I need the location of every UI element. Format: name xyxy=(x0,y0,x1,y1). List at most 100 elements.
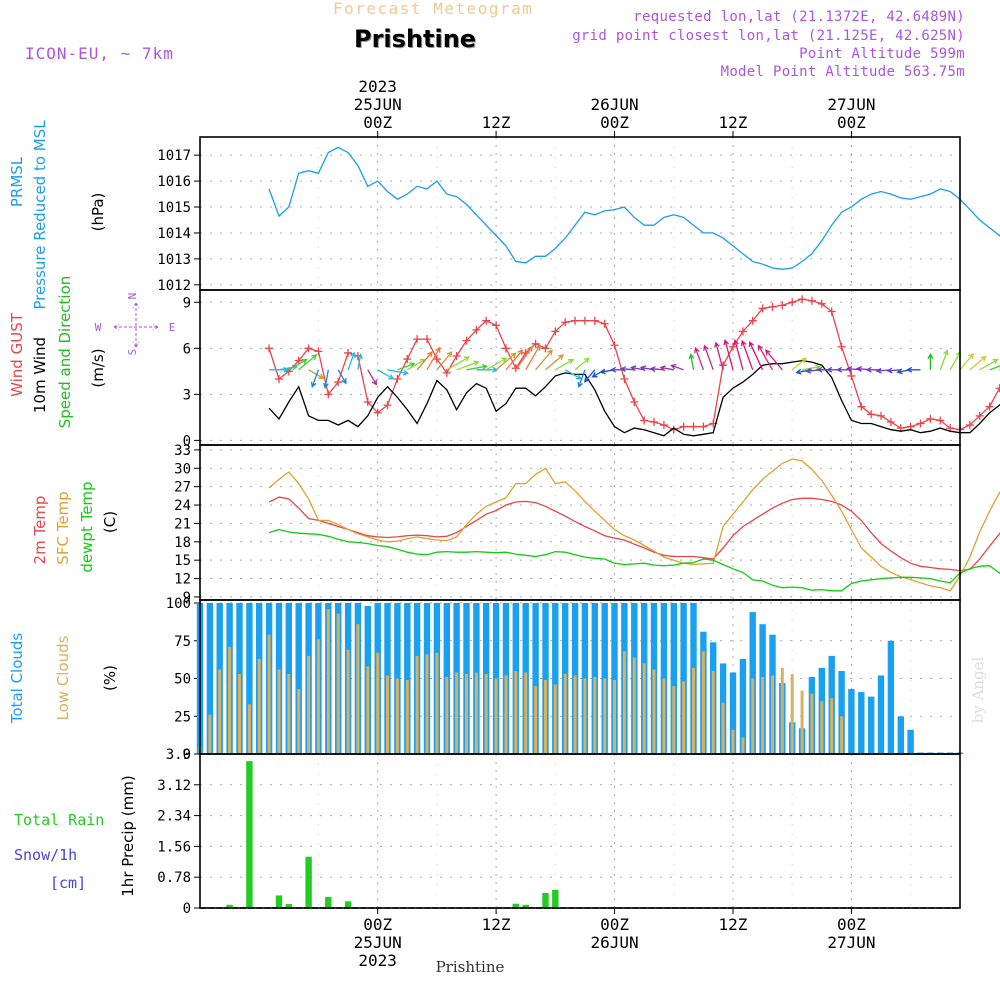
series-sfc-temp xyxy=(268,458,1000,592)
bar-total-rain xyxy=(285,904,292,908)
bar-low-clouds xyxy=(613,680,616,754)
wind-arrow xyxy=(740,339,754,371)
temp-2m-title: 2m Temp xyxy=(31,496,49,565)
series-10m-wind xyxy=(268,359,1000,437)
bar-low-clouds xyxy=(632,657,636,754)
bar-total-clouds xyxy=(542,603,549,754)
wind-arrow xyxy=(949,350,962,371)
wind-arrow xyxy=(801,364,822,371)
bottom-tick-label: 12Z xyxy=(482,915,511,934)
wind-arrow xyxy=(308,369,325,379)
bar-low-clouds xyxy=(761,677,765,754)
bar-total-clouds xyxy=(877,675,885,754)
series-2m-temp xyxy=(268,496,1000,572)
gust-marker xyxy=(620,375,629,384)
bar-total-clouds xyxy=(838,671,845,754)
snow-unit-legend: [cm] xyxy=(50,874,86,892)
bar-low-clouds xyxy=(524,672,528,754)
wind-unit: (m/s) xyxy=(89,348,107,387)
y-tick-label: 12 xyxy=(174,572,191,588)
bar-low-clouds xyxy=(593,677,597,754)
wind-arrow xyxy=(723,338,734,370)
temp-unit: (C) xyxy=(101,511,119,533)
wind-arrow xyxy=(619,366,635,372)
bottom-tick-label: 2023 xyxy=(358,951,397,970)
bar-total-rain xyxy=(512,903,519,908)
wind-arrow xyxy=(426,346,441,371)
bar-low-clouds xyxy=(622,651,626,754)
bar-total-clouds xyxy=(858,692,865,754)
wind-arrow xyxy=(485,357,508,371)
pressure-title-long: Pressure Reduced to MSL xyxy=(31,120,49,310)
y-tick-label: 75 xyxy=(174,634,191,650)
panel-wind: 0 3 6 9 xyxy=(183,289,1000,449)
bottom-tick-label: 00Z xyxy=(363,915,392,934)
wind-arrow xyxy=(989,365,1000,371)
footer-station: Prishtine xyxy=(436,958,505,976)
gust-marker xyxy=(344,348,353,357)
bar-low-clouds xyxy=(494,678,498,754)
bar-total-rain xyxy=(522,904,529,908)
bar-low-clouds xyxy=(326,609,330,754)
gust-marker xyxy=(482,316,491,325)
wind-arrow xyxy=(377,369,395,380)
gust-marker xyxy=(393,375,402,384)
bar-total-clouds xyxy=(868,696,875,754)
bar-total-clouds xyxy=(611,603,618,754)
compass-north: N xyxy=(126,293,139,300)
gust-marker xyxy=(650,417,659,426)
wind-arrow xyxy=(795,368,813,375)
wind-arrow xyxy=(939,349,949,371)
grid-point-coords: grid point closest lon,lat (21.125E, 42.… xyxy=(572,28,965,44)
wind-arrow xyxy=(367,369,377,386)
bar-total-rain xyxy=(246,761,253,908)
gust-marker xyxy=(492,321,501,330)
wind-arrow xyxy=(757,344,774,371)
bar-low-clouds xyxy=(830,698,834,754)
wind-arrow xyxy=(466,363,489,371)
bar-low-clouds xyxy=(435,652,439,754)
model-label: ICON-EU, ~ 7km xyxy=(25,44,174,63)
wind-arrow xyxy=(288,358,308,371)
gust-marker xyxy=(965,421,974,430)
wind-arrow xyxy=(574,357,590,371)
gust-marker xyxy=(324,390,333,399)
gust-marker xyxy=(442,368,451,377)
bar-total-clouds xyxy=(907,729,914,754)
wind-arrow xyxy=(347,351,356,371)
panel-pressure: 1012 1013 1014 1015 1016 1017 xyxy=(157,136,1000,294)
bar-low-clouds xyxy=(395,678,399,754)
wind-arrow xyxy=(564,369,582,380)
bar-low-clouds xyxy=(790,674,794,754)
wind-arrow xyxy=(577,369,586,388)
bar-low-clouds xyxy=(544,680,547,754)
gust-marker xyxy=(314,347,323,356)
wind-arrow xyxy=(387,369,410,376)
y-tick-label: 1015 xyxy=(157,200,191,216)
bar-low-clouds xyxy=(780,667,784,754)
wind-arrow xyxy=(298,354,318,371)
clouds-total-title: Total Clouds xyxy=(8,633,26,725)
bar-total-clouds xyxy=(670,603,677,754)
bar-low-clouds xyxy=(287,674,291,754)
bottom-tick-label: 00Z xyxy=(837,915,866,934)
gust-marker xyxy=(817,299,826,308)
y-tick-label: 1012 xyxy=(157,278,191,294)
bar-low-clouds xyxy=(465,674,468,754)
gust-marker xyxy=(837,342,846,351)
bar-low-clouds xyxy=(534,686,538,754)
gust-marker xyxy=(580,316,589,325)
gust-marker xyxy=(916,419,925,428)
bar-total-rain xyxy=(275,895,283,908)
gust-marker xyxy=(590,316,599,325)
gust-marker xyxy=(877,411,886,420)
y-tick-label: 100 xyxy=(166,596,191,612)
bar-low-clouds xyxy=(504,675,508,754)
gust-marker xyxy=(936,416,945,425)
gust-marker xyxy=(659,421,668,430)
gust-marker xyxy=(294,356,303,365)
bar-total-clouds xyxy=(552,603,559,754)
top-tick-label: 12Z xyxy=(719,113,748,132)
wind-arrow xyxy=(748,340,764,371)
